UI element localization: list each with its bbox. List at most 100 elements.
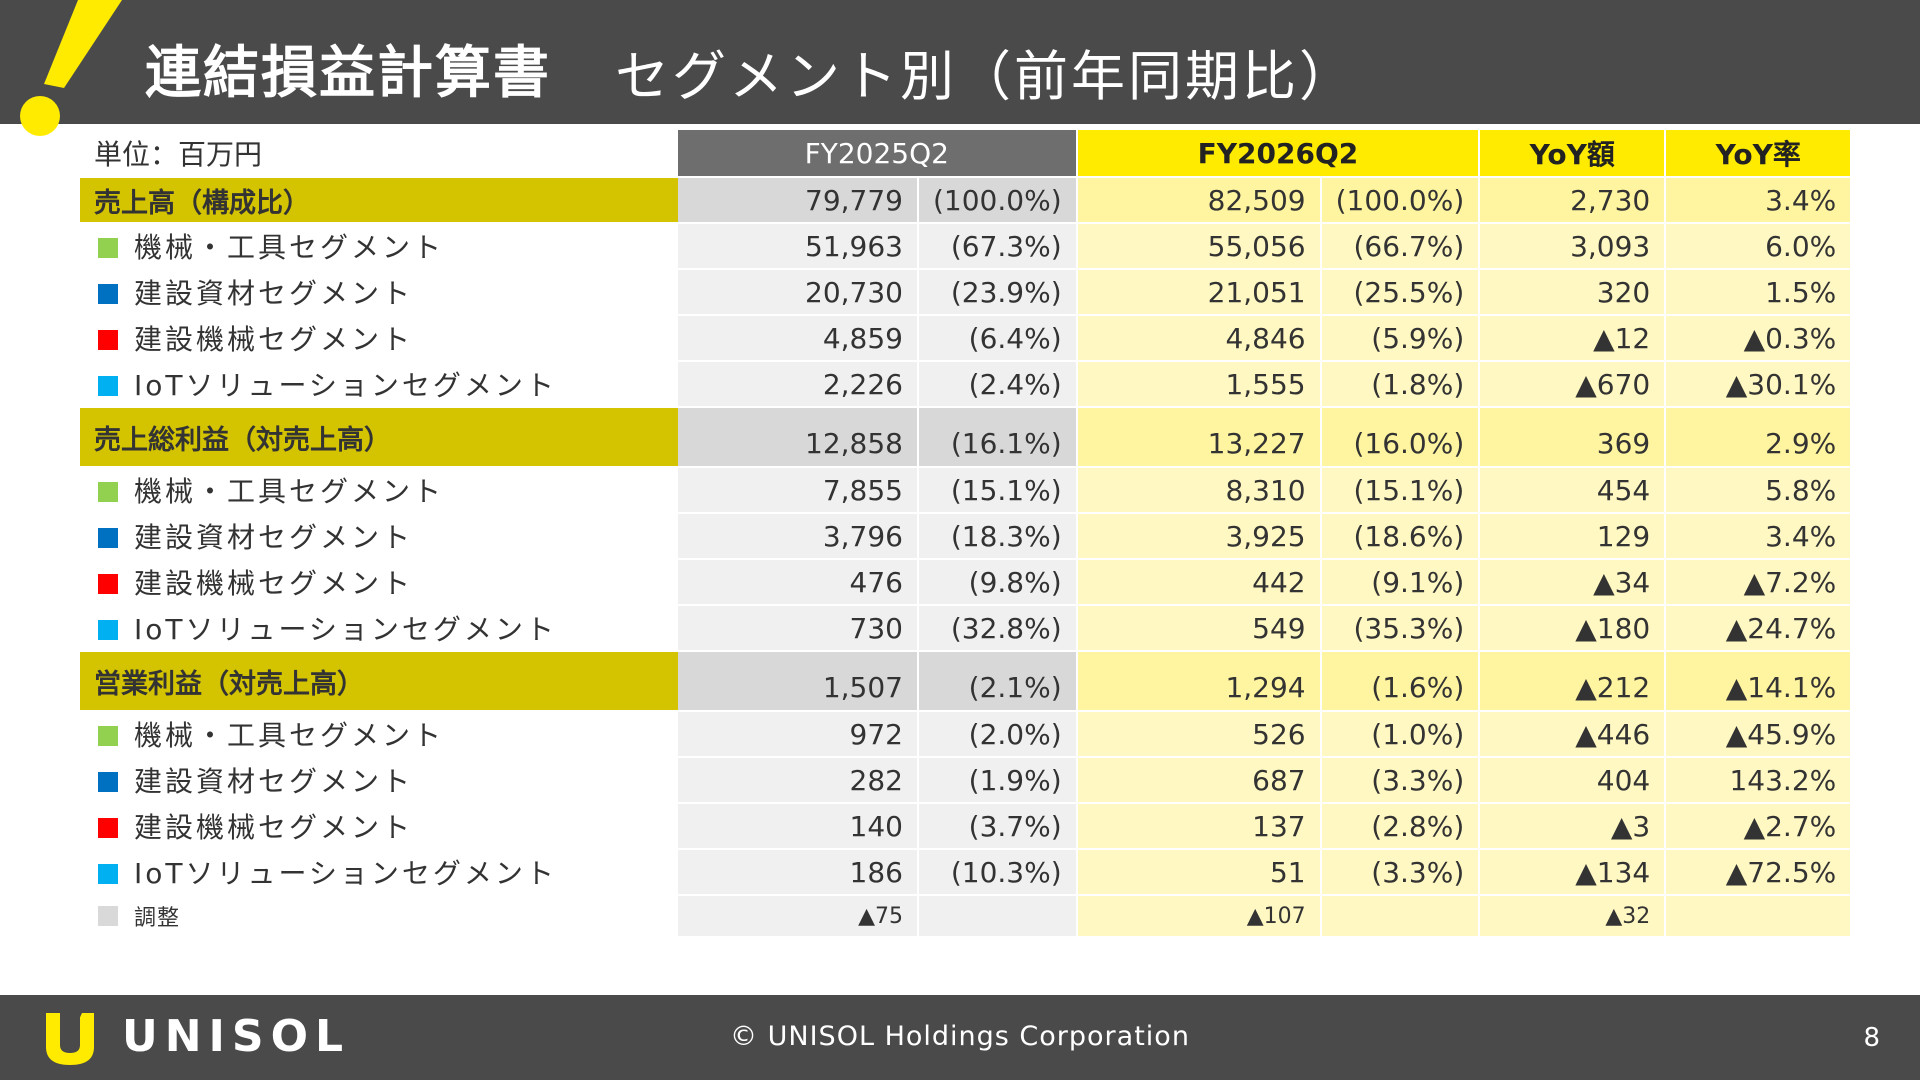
segment-row: 機械・工具セグメント 51,963 (67.3%) 55,056 (66.7%) 3,09… xyxy=(80,223,1853,270)
row-label-text: 建設機械セグメント xyxy=(134,811,414,844)
prev-ratio: (1.9%) xyxy=(918,757,1078,804)
unisol-logo-icon xyxy=(46,1013,94,1065)
prev-ratio: (15.1%) xyxy=(918,467,1078,514)
section-row: 売上総利益（対売上高） 12,858 (16.1%) 13,227 (16.0%) 369… xyxy=(80,407,1853,468)
current-ratio: (1.0%) xyxy=(1320,711,1481,758)
row-label-text: 売上高（構成比） xyxy=(94,187,310,219)
row-label-text: 営業利益（対売上高） xyxy=(94,669,364,700)
segment-color-square-icon xyxy=(98,818,118,838)
current-value: 549 xyxy=(1076,605,1322,652)
prev-value: 1,507 xyxy=(678,651,919,712)
row-label-text: 建設資材セグメント xyxy=(134,277,414,310)
yoy-rate: ▲14.1% xyxy=(1665,651,1853,712)
prev-ratio: (6.4%) xyxy=(918,315,1078,362)
yoy-amount: 129 xyxy=(1479,513,1667,560)
segment-row: 調整 ▲75 ▲107 ▲32 xyxy=(80,895,1853,938)
segment-color-square-icon xyxy=(98,376,118,396)
yoy-amount: 320 xyxy=(1479,269,1667,316)
row-label: 建設資材セグメント xyxy=(80,269,678,316)
current-value: 13,227 xyxy=(1076,407,1322,468)
prev-value: 12,858 xyxy=(678,407,919,468)
prev-ratio: (10.3%) xyxy=(918,849,1078,896)
prev-ratio: (3.7%) xyxy=(918,803,1078,850)
yoy-amount: 2,730 xyxy=(1479,177,1667,224)
yoy-amount: ▲670 xyxy=(1479,361,1667,408)
page-title: 連結損益計算書 xyxy=(145,41,551,106)
unit-label: 単位：百万円 xyxy=(80,130,678,178)
yoy-rate: ▲30.1% xyxy=(1665,361,1853,408)
exclamation-logo-icon xyxy=(20,0,122,136)
prev-value: 972 xyxy=(678,711,919,758)
row-label: 売上総利益（対売上高） xyxy=(80,407,678,468)
footer-brand: UNISOL xyxy=(122,1011,351,1062)
row-label-text: 売上総利益（対売上高） xyxy=(94,425,391,456)
column-header-yoy-rate: YoY率 xyxy=(1665,130,1853,178)
yoy-amount: 3,093 xyxy=(1479,223,1667,270)
yoy-amount: 369 xyxy=(1479,407,1667,468)
prev-value: 2,226 xyxy=(678,361,919,408)
current-value: 4,846 xyxy=(1076,315,1322,362)
current-value: ▲107 xyxy=(1076,895,1322,938)
prev-ratio xyxy=(918,895,1078,938)
current-ratio: (35.3%) xyxy=(1320,605,1481,652)
segment-color-square-icon xyxy=(98,620,118,640)
column-header-prev: FY2025Q2 xyxy=(678,130,1078,178)
prev-value: 51,963 xyxy=(678,223,919,270)
segment-row: 建設資材セグメント 3,796 (18.3%) 3,925 (18.6%) 129 3.4% xyxy=(80,513,1853,560)
row-label: 売上高（構成比） xyxy=(80,177,678,224)
current-ratio: (3.3%) xyxy=(1320,849,1481,896)
yoy-rate: 3.4% xyxy=(1665,513,1853,560)
yoy-rate: ▲72.5% xyxy=(1665,849,1853,896)
row-label-text: 機械・工具セグメント xyxy=(134,231,445,264)
segment-row: IoTソリューションセグメント 730 (32.8%) 549 (35.3%) ▲180 ▲… xyxy=(80,605,1853,652)
segment-color-square-icon xyxy=(98,906,118,926)
yoy-amount: ▲446 xyxy=(1479,711,1667,758)
yoy-amount: 454 xyxy=(1479,467,1667,514)
prev-value: 20,730 xyxy=(678,269,919,316)
prev-value: ▲75 xyxy=(678,895,919,938)
current-ratio: (25.5%) xyxy=(1320,269,1481,316)
prev-ratio: (9.8%) xyxy=(918,559,1078,606)
current-value: 526 xyxy=(1076,711,1322,758)
section-row: 売上高（構成比） 79,779 (100.0%) 82,509 (100.0%) 2,73… xyxy=(80,177,1853,224)
yoy-rate: 3.4% xyxy=(1665,177,1853,224)
prev-ratio: (23.9%) xyxy=(918,269,1078,316)
yoy-rate: 5.8% xyxy=(1665,467,1853,514)
row-label: 機械・工具セグメント xyxy=(80,711,678,758)
yoy-rate: 6.0% xyxy=(1665,223,1853,270)
row-label-text: IoTソリューションセグメント xyxy=(134,613,557,646)
slide-header: 連結損益計算書 セグメント別（前年同期比） xyxy=(0,0,1920,136)
row-label-text: 建設資材セグメント xyxy=(134,521,414,554)
segment-row: 建設機械セグメント 140 (3.7%) 137 (2.8%) ▲3 ▲2.7% xyxy=(80,803,1853,850)
table-body: 売上高（構成比） 79,779 (100.0%) 82,509 (100.0%) 2,73… xyxy=(80,177,1853,938)
segment-color-square-icon xyxy=(98,528,118,548)
row-label-text: 建設機械セグメント xyxy=(134,567,414,600)
segment-color-square-icon xyxy=(98,772,118,792)
row-label: 建設資材セグメント xyxy=(80,513,678,560)
row-label: 建設機械セグメント xyxy=(80,315,678,362)
current-value: 8,310 xyxy=(1076,467,1322,514)
segment-color-square-icon xyxy=(98,726,118,746)
row-label-text: 機械・工具セグメント xyxy=(134,719,445,752)
yoy-rate: ▲2.7% xyxy=(1665,803,1853,850)
current-value: 687 xyxy=(1076,757,1322,804)
yoy-amount: ▲212 xyxy=(1479,651,1667,712)
current-ratio: (3.3%) xyxy=(1320,757,1481,804)
prev-value: 186 xyxy=(678,849,919,896)
current-ratio: (18.6%) xyxy=(1320,513,1481,560)
slide-footer: UNISOL © UNISOL Holdings Corporation 8 xyxy=(0,995,1920,1080)
segment-color-square-icon xyxy=(98,482,118,502)
current-ratio: (1.6%) xyxy=(1320,651,1481,712)
segment-row: 建設機械セグメント 476 (9.8%) 442 (9.1%) ▲34 ▲7.2% xyxy=(80,559,1853,606)
row-label-text: IoTソリューションセグメント xyxy=(134,369,557,402)
row-label: 建設機械セグメント xyxy=(80,559,678,606)
row-label-text: 調整 xyxy=(134,906,181,931)
yoy-amount: ▲32 xyxy=(1479,895,1667,938)
yoy-rate: ▲7.2% xyxy=(1665,559,1853,606)
segment-row: 建設資材セグメント 20,730 (23.9%) 21,051 (25.5%) 320 1.… xyxy=(80,269,1853,316)
current-value: 442 xyxy=(1076,559,1322,606)
prev-value: 730 xyxy=(678,605,919,652)
current-ratio: (5.9%) xyxy=(1320,315,1481,362)
row-label: 建設資材セグメント xyxy=(80,757,678,804)
current-value: 1,555 xyxy=(1076,361,1322,408)
